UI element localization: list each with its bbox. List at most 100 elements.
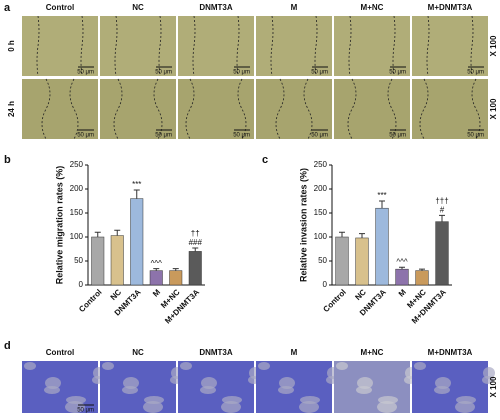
error-bar: [172, 268, 179, 271]
wound-edge: [270, 15, 274, 77]
column-header: M+NC: [361, 3, 384, 12]
bar: [110, 235, 124, 286]
bar: [130, 198, 144, 286]
scale-bar-label: 50 μm: [311, 70, 328, 76]
y-tick-label: 0: [323, 280, 328, 289]
bar: [395, 268, 409, 286]
micrograph: [22, 79, 98, 139]
error-bar: [379, 200, 385, 209]
error-bar: [153, 268, 160, 271]
bar: [149, 270, 163, 286]
wound-edge: [419, 78, 429, 140]
wound-edge: [392, 15, 396, 77]
y-tick-label: 150: [314, 208, 328, 217]
micrograph: [334, 361, 410, 413]
error-bar: [192, 247, 199, 252]
scale-bar-label: 50 μm: [467, 70, 484, 76]
cell-gap: [434, 386, 450, 394]
cell-gap: [455, 401, 475, 413]
cell-gap: [200, 386, 216, 394]
panel-label: a: [4, 2, 11, 14]
cell-gap: [279, 377, 295, 389]
y-axis-title: Relative migration rates (%): [54, 166, 64, 285]
wound-edge: [426, 15, 430, 77]
significance-label: ^^^: [151, 259, 163, 268]
y-axis-title: Relative invasion rates (%): [298, 168, 308, 282]
cell-gap: [122, 386, 138, 394]
bar: [91, 236, 105, 286]
scale-bar-label: 50 μm: [389, 133, 406, 139]
micrograph: [100, 79, 176, 139]
column-header: M+DNMT3A: [428, 3, 473, 12]
column-header: Control: [46, 348, 74, 357]
error-bar: [419, 268, 425, 271]
error-bar: [439, 214, 445, 222]
x-tick-label: Control: [77, 288, 103, 314]
micrograph: [412, 79, 488, 139]
cell-gap: [356, 386, 372, 394]
cell-gap: [44, 386, 60, 394]
micrograph: [22, 16, 98, 76]
column-header: M: [291, 348, 298, 357]
column-header: M+DNMT3A: [428, 348, 473, 357]
micrograph: [100, 16, 176, 76]
cell-gap: [435, 377, 451, 389]
cell-gap: [336, 362, 348, 370]
y-tick-label: 100: [314, 232, 328, 241]
error-bar: [94, 231, 101, 237]
micrograph: [100, 361, 176, 413]
significance-label: ***: [132, 180, 141, 189]
error-bar: [359, 233, 365, 238]
y-tick-label: 0: [79, 280, 84, 289]
wound-edge: [114, 15, 118, 77]
cell-gap: [483, 367, 495, 379]
micrograph: [22, 361, 98, 413]
wound-edge: [41, 78, 51, 140]
scale-bar-label: 50 μm: [233, 70, 250, 76]
column-header: NC: [132, 348, 144, 357]
wound-edge: [36, 15, 40, 77]
x-tick-label: NC: [109, 287, 124, 302]
significance-label: ###: [189, 238, 203, 247]
significance-label: ††: [191, 229, 200, 238]
micrograph: [412, 16, 488, 76]
micrograph: [178, 79, 254, 139]
row-label: 24 h: [7, 101, 16, 117]
bar: [335, 236, 349, 286]
significance-label: †††: [435, 197, 448, 206]
cell-gap: [102, 362, 114, 370]
cell-gap: [180, 362, 192, 370]
wound-edge: [236, 15, 240, 77]
panel-label: b: [4, 154, 11, 166]
cell-gap: [201, 377, 217, 389]
wound-edge: [314, 15, 318, 77]
micrograph: [256, 361, 332, 413]
error-bar: [339, 231, 345, 237]
scale-bar-label: 50 μm: [467, 133, 484, 139]
column-header: Control: [46, 3, 74, 12]
wound-edge: [470, 15, 474, 77]
bar: [375, 207, 389, 286]
wound-edge: [185, 78, 195, 140]
scale-bar-label: 50 μm: [155, 70, 172, 76]
x-tick-label: Control: [321, 288, 347, 314]
micrograph: [178, 361, 254, 413]
x-tick-label: M: [151, 287, 162, 298]
y-tick-label: 250: [314, 160, 328, 169]
error-bar: [133, 189, 140, 199]
y-tick-label: 100: [70, 232, 84, 241]
scale-bar-label: 50 μm: [77, 133, 94, 139]
cell-gap: [24, 362, 36, 370]
cell-gap: [221, 401, 241, 413]
scale-bar-label: 50 μm: [77, 70, 94, 76]
wound-edge: [80, 15, 84, 77]
wound-edge: [69, 78, 79, 140]
column-header: DNMT3A: [199, 348, 233, 357]
bar: [435, 221, 449, 286]
wound-edge: [158, 15, 162, 77]
column-header: DNMT3A: [199, 3, 233, 12]
y-tick-label: 200: [70, 184, 84, 193]
wound-edge: [275, 78, 285, 140]
error-bar: [399, 266, 405, 270]
